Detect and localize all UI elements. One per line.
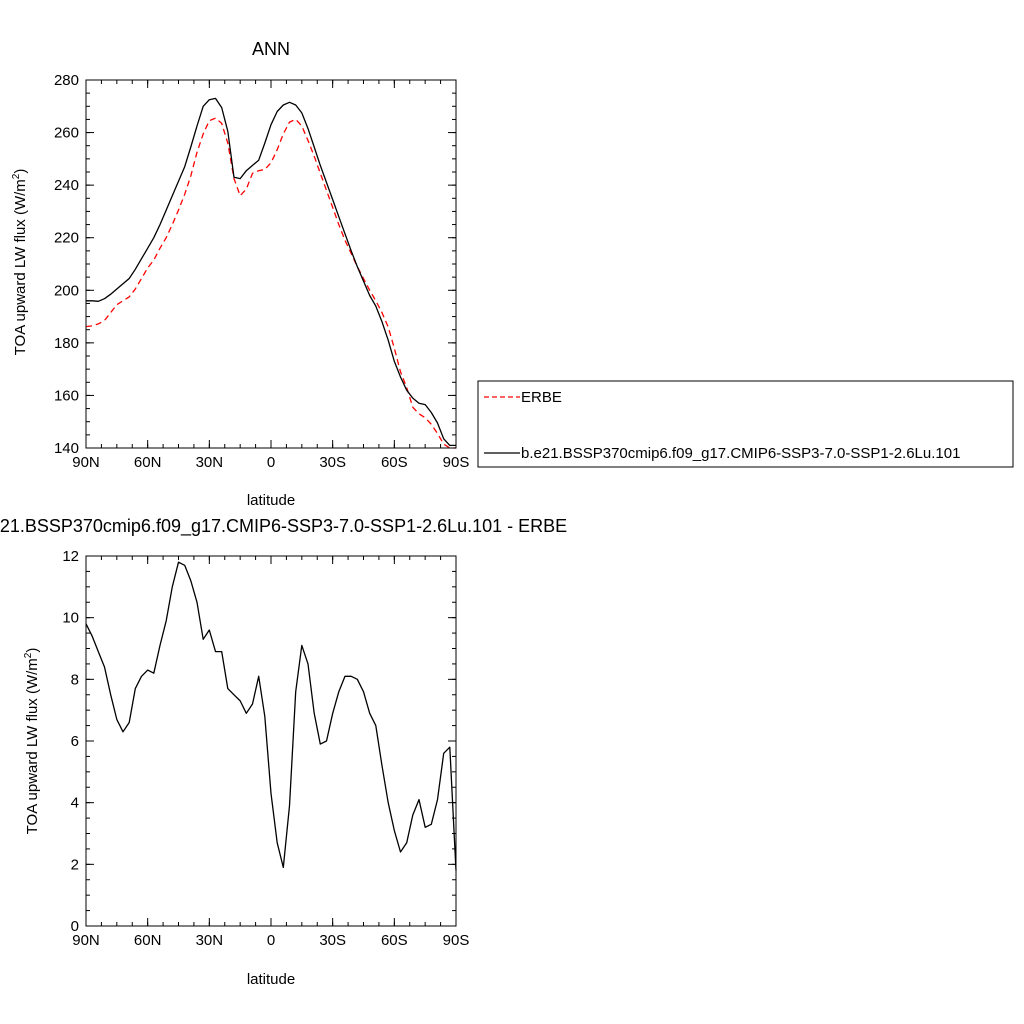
bottom-x-tick-label: 60N — [134, 932, 162, 949]
bottom-y-tick-label: 12 — [62, 548, 79, 565]
top-y-tick-label: 140 — [54, 440, 79, 457]
bottom-x-tick-label: 30S — [319, 932, 346, 949]
top-y-tick-label: 200 — [54, 282, 79, 299]
top-chart: ANN 90N 60N 30N 0 30S 60S 90S 140 160 180 200 220 24… — [11, 39, 1014, 509]
top-y-tick-label: 220 — [54, 230, 79, 247]
top-x-tick-label: 30S — [319, 454, 346, 471]
bottom-x-tick-label: 90N — [72, 932, 100, 949]
top-x-tick-label: 30N — [196, 454, 224, 471]
top-y-axis-label: TOA upward LW flux (W/m2) — [11, 169, 29, 356]
top-plot-area: 90N 60N 30N 0 30S 60S 90S 140 160 180 200 220 240 260… — [54, 72, 469, 471]
top-y-tick-label: 160 — [54, 387, 79, 404]
top-x-tick-label: 90S — [443, 454, 470, 471]
top-y-tick-label: 260 — [54, 125, 79, 142]
bottom-x-axis-label: latitude — [247, 971, 295, 988]
bottom-y-tick-label: 0 — [71, 918, 79, 935]
top-y-tick-label: 280 — [54, 72, 79, 89]
bottom-chart: b.e21.BSSP370cmip6.f09_g17.CMIP6-SSP3-7.… — [0, 516, 567, 988]
top-x-tick-label: 0 — [267, 454, 275, 471]
bottom-y-tick-label: 6 — [71, 733, 79, 750]
top-x-tick-label: 60S — [381, 454, 408, 471]
top-x-tick-label: 60N — [134, 454, 162, 471]
bottom-chart-title: b.e21.BSSP370cmip6.f09_g17.CMIP6-SSP3-7.… — [0, 516, 567, 537]
top-y-tick-label: 180 — [54, 335, 79, 352]
bottom-series-line-0 — [85, 561, 457, 871]
legend-box — [477, 380, 1014, 468]
bottom-y-tick-label: 4 — [71, 795, 79, 812]
legend: ERBE b.e21.BSSP370cmip6.f09_g17.CMIP6-SS… — [477, 380, 1014, 468]
legend-label-erbe: ERBE — [521, 389, 562, 406]
top-x-axis-label: latitude — [247, 492, 295, 509]
top-plot-frame — [85, 79, 457, 449]
top-chart-title: ANN — [252, 39, 290, 59]
top-y-tick-label: 240 — [54, 177, 79, 194]
bottom-x-tick-label: 30N — [196, 932, 224, 949]
top-series-line-1 — [86, 97, 456, 447]
bottom-plot-area: 90N 60N 30N 0 30S 60S 90S 0 2 4 6 8 10 12 — [62, 548, 469, 949]
bottom-y-tick-label: 2 — [71, 856, 79, 873]
top-series-line-0 — [85, 117, 456, 449]
bottom-x-tick-label: 60S — [381, 932, 408, 949]
bottom-plot-frame — [85, 555, 457, 927]
bottom-x-tick-label: 90S — [443, 932, 470, 949]
bottom-y-tick-label: 8 — [71, 671, 79, 688]
bottom-y-tick-label: 10 — [62, 610, 79, 627]
legend-label-model: b.e21.BSSP370cmip6.f09_g17.CMIP6-SSP3-7.… — [521, 445, 960, 462]
bottom-x-tick-label: 0 — [267, 932, 275, 949]
bottom-y-axis-label: TOA upward LW flux (W/m2) — [23, 648, 41, 835]
top-x-tick-label: 90N — [72, 454, 100, 471]
